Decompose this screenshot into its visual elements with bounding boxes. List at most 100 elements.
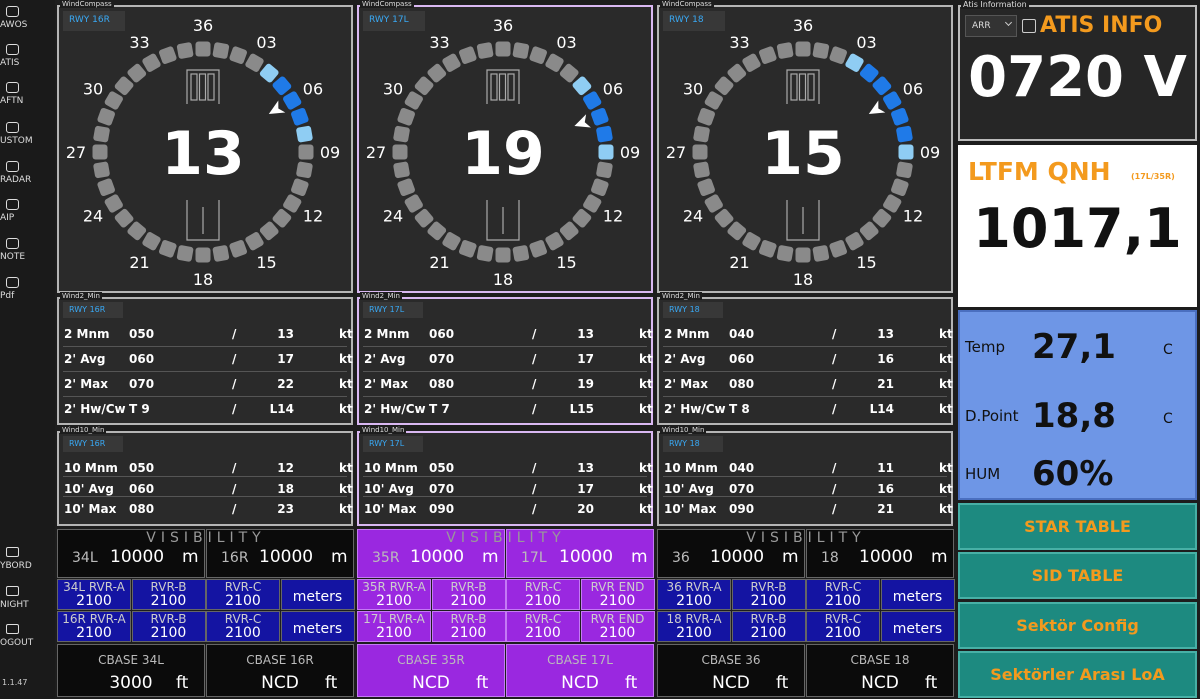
wind-cell: / <box>832 461 837 475</box>
compass-segment <box>296 125 313 143</box>
compass-label: 21 <box>429 253 449 272</box>
row-separator <box>63 346 347 347</box>
runway-id: 34L <box>72 550 98 566</box>
sidebar-icon <box>6 161 19 172</box>
wind-cell: 10 Mnm <box>64 461 118 475</box>
compass-label: 33 <box>129 33 149 52</box>
cbase-unit: ft <box>325 673 338 693</box>
wind-cell: 10' Max <box>664 502 717 516</box>
wind-arrow <box>268 100 286 114</box>
rvr-cell: 34L RVR-A 2100 <box>57 579 131 610</box>
wind-cell: / <box>832 327 837 341</box>
wind-cell: kt <box>939 502 953 516</box>
wind-cell: / <box>832 352 837 366</box>
wind-cell: 090 <box>729 502 755 516</box>
compass-segment <box>759 46 777 64</box>
sidebar-item[interactable]: RADAR <box>0 159 55 195</box>
nav-button[interactable]: STAR TABLE <box>958 503 1197 550</box>
wind-cell: 2 Mnm <box>664 327 710 341</box>
sidebar-label: Pdf <box>0 291 15 301</box>
atis-label: ATIS INFO <box>1040 13 1163 38</box>
compass-label: 27 <box>666 143 686 162</box>
compass-segment <box>896 161 913 179</box>
rvr-unit: meters <box>292 621 343 637</box>
runway-id: 18 <box>821 550 839 566</box>
compass-segment <box>727 63 747 83</box>
wind-cell: 19 <box>577 377 594 391</box>
wind-cell: kt <box>339 402 353 416</box>
sidebar-item[interactable]: NOTE <box>0 236 55 272</box>
compass-segment <box>476 245 494 262</box>
visibility-unit: m <box>931 547 948 567</box>
mode-dropdown[interactable]: ARR <box>965 15 1017 37</box>
wind-cell: 17 <box>577 482 594 496</box>
wind-cell: / <box>832 482 837 496</box>
wind-cell: kt <box>339 327 353 341</box>
cbase-value: NCD <box>861 673 899 693</box>
rvr-label: RVR-C <box>224 580 262 594</box>
nav-button[interactable]: Sektör Config <box>958 601 1197 649</box>
wind-cell: / <box>232 327 237 341</box>
checkbox[interactable] <box>1022 19 1036 33</box>
runway-label: RWY 17L <box>363 436 423 452</box>
compass-label: 33 <box>429 33 449 52</box>
sidebar-item[interactable]: AWOS <box>0 4 55 40</box>
compass-segment <box>283 91 302 110</box>
nav-button[interactable]: SID TABLE <box>958 552 1197 600</box>
rvr-cell: RVR-B 2100 <box>131 579 206 610</box>
row-separator <box>363 396 647 397</box>
sidebar-item[interactable]: AIP <box>0 197 55 233</box>
wind-cell: 2' Max <box>664 377 708 391</box>
compass-segment <box>742 53 761 72</box>
sidebar-item[interactable]: AFTN <box>0 80 55 116</box>
atis-panel: ARR ATIS INFO 0720 V <box>958 5 1197 141</box>
runway-mark <box>807 73 815 101</box>
sidebar-item[interactable]: NIGHT <box>0 584 55 620</box>
compass-label: 24 <box>383 207 403 226</box>
compass-segment <box>714 208 734 228</box>
visibility-value: 10000 <box>259 547 314 567</box>
rvr-value: 2100 <box>825 593 861 609</box>
cbase-cell: CBASE 36 NCD ft <box>657 644 805 697</box>
wind-cell: / <box>832 377 837 391</box>
wind-table: RWY 17L 2 Mnm 060 / 13 kt 2' Avg 070 / 17 kt 2' Max… <box>357 297 653 425</box>
compass-label: 06 <box>903 80 923 99</box>
wind-cell: 080 <box>729 377 755 391</box>
compass: 36 03 06 09 12 15 18 21 24 27 30 33 13 <box>66 16 340 289</box>
compass-segment <box>812 42 830 59</box>
rvr-cell: RVR-B 2100 <box>131 611 206 642</box>
compass-segment <box>259 221 279 241</box>
rvr-unit: meters <box>292 589 343 605</box>
rvr-cell: 36 RVR-A 2100 <box>657 579 731 610</box>
compass-segment <box>891 108 909 126</box>
qnh-runways: (17L/35R) <box>1131 172 1175 181</box>
runway-mark <box>490 73 498 101</box>
runway-label: RWY 16R <box>63 302 123 318</box>
wind-table: RWY 16R 10 Mnm 050 / 12 kt 10' Avg 060 / 18 kt 10' … <box>57 431 353 526</box>
wind-cell: kt <box>639 352 653 366</box>
sidebar-item[interactable]: ATIS <box>0 42 55 78</box>
sidebar-item[interactable]: Pdf <box>0 275 55 311</box>
panel-title: Wind10_Min <box>360 426 407 434</box>
wind-cell: kt <box>339 482 353 496</box>
compass-segment <box>229 240 247 258</box>
sidebar-item[interactable]: YBORD <box>0 545 55 581</box>
wind-cell: kt <box>939 482 953 496</box>
compass-segment <box>245 232 264 251</box>
compass-segment <box>704 194 723 213</box>
wind-cell: / <box>532 402 537 416</box>
row-separator <box>663 476 947 477</box>
sidebar-item[interactable]: OGOUT <box>0 622 55 658</box>
row-separator <box>363 371 647 372</box>
wind-cell: 2 Mnm <box>364 327 410 341</box>
nav-button[interactable]: Sektörler Arası LoA <box>958 650 1197 698</box>
compass-segment <box>495 247 511 263</box>
cbase-label: CBASE 34L <box>98 653 164 667</box>
wind-cell: 060 <box>729 352 755 366</box>
sidebar-item[interactable]: USTOM <box>0 120 55 156</box>
wind-cell: 050 <box>129 327 155 341</box>
wind-cell: kt <box>639 402 653 416</box>
compass-segment <box>697 108 715 126</box>
wind-cell: / <box>232 402 237 416</box>
sidebar-label: OGOUT <box>0 638 34 648</box>
